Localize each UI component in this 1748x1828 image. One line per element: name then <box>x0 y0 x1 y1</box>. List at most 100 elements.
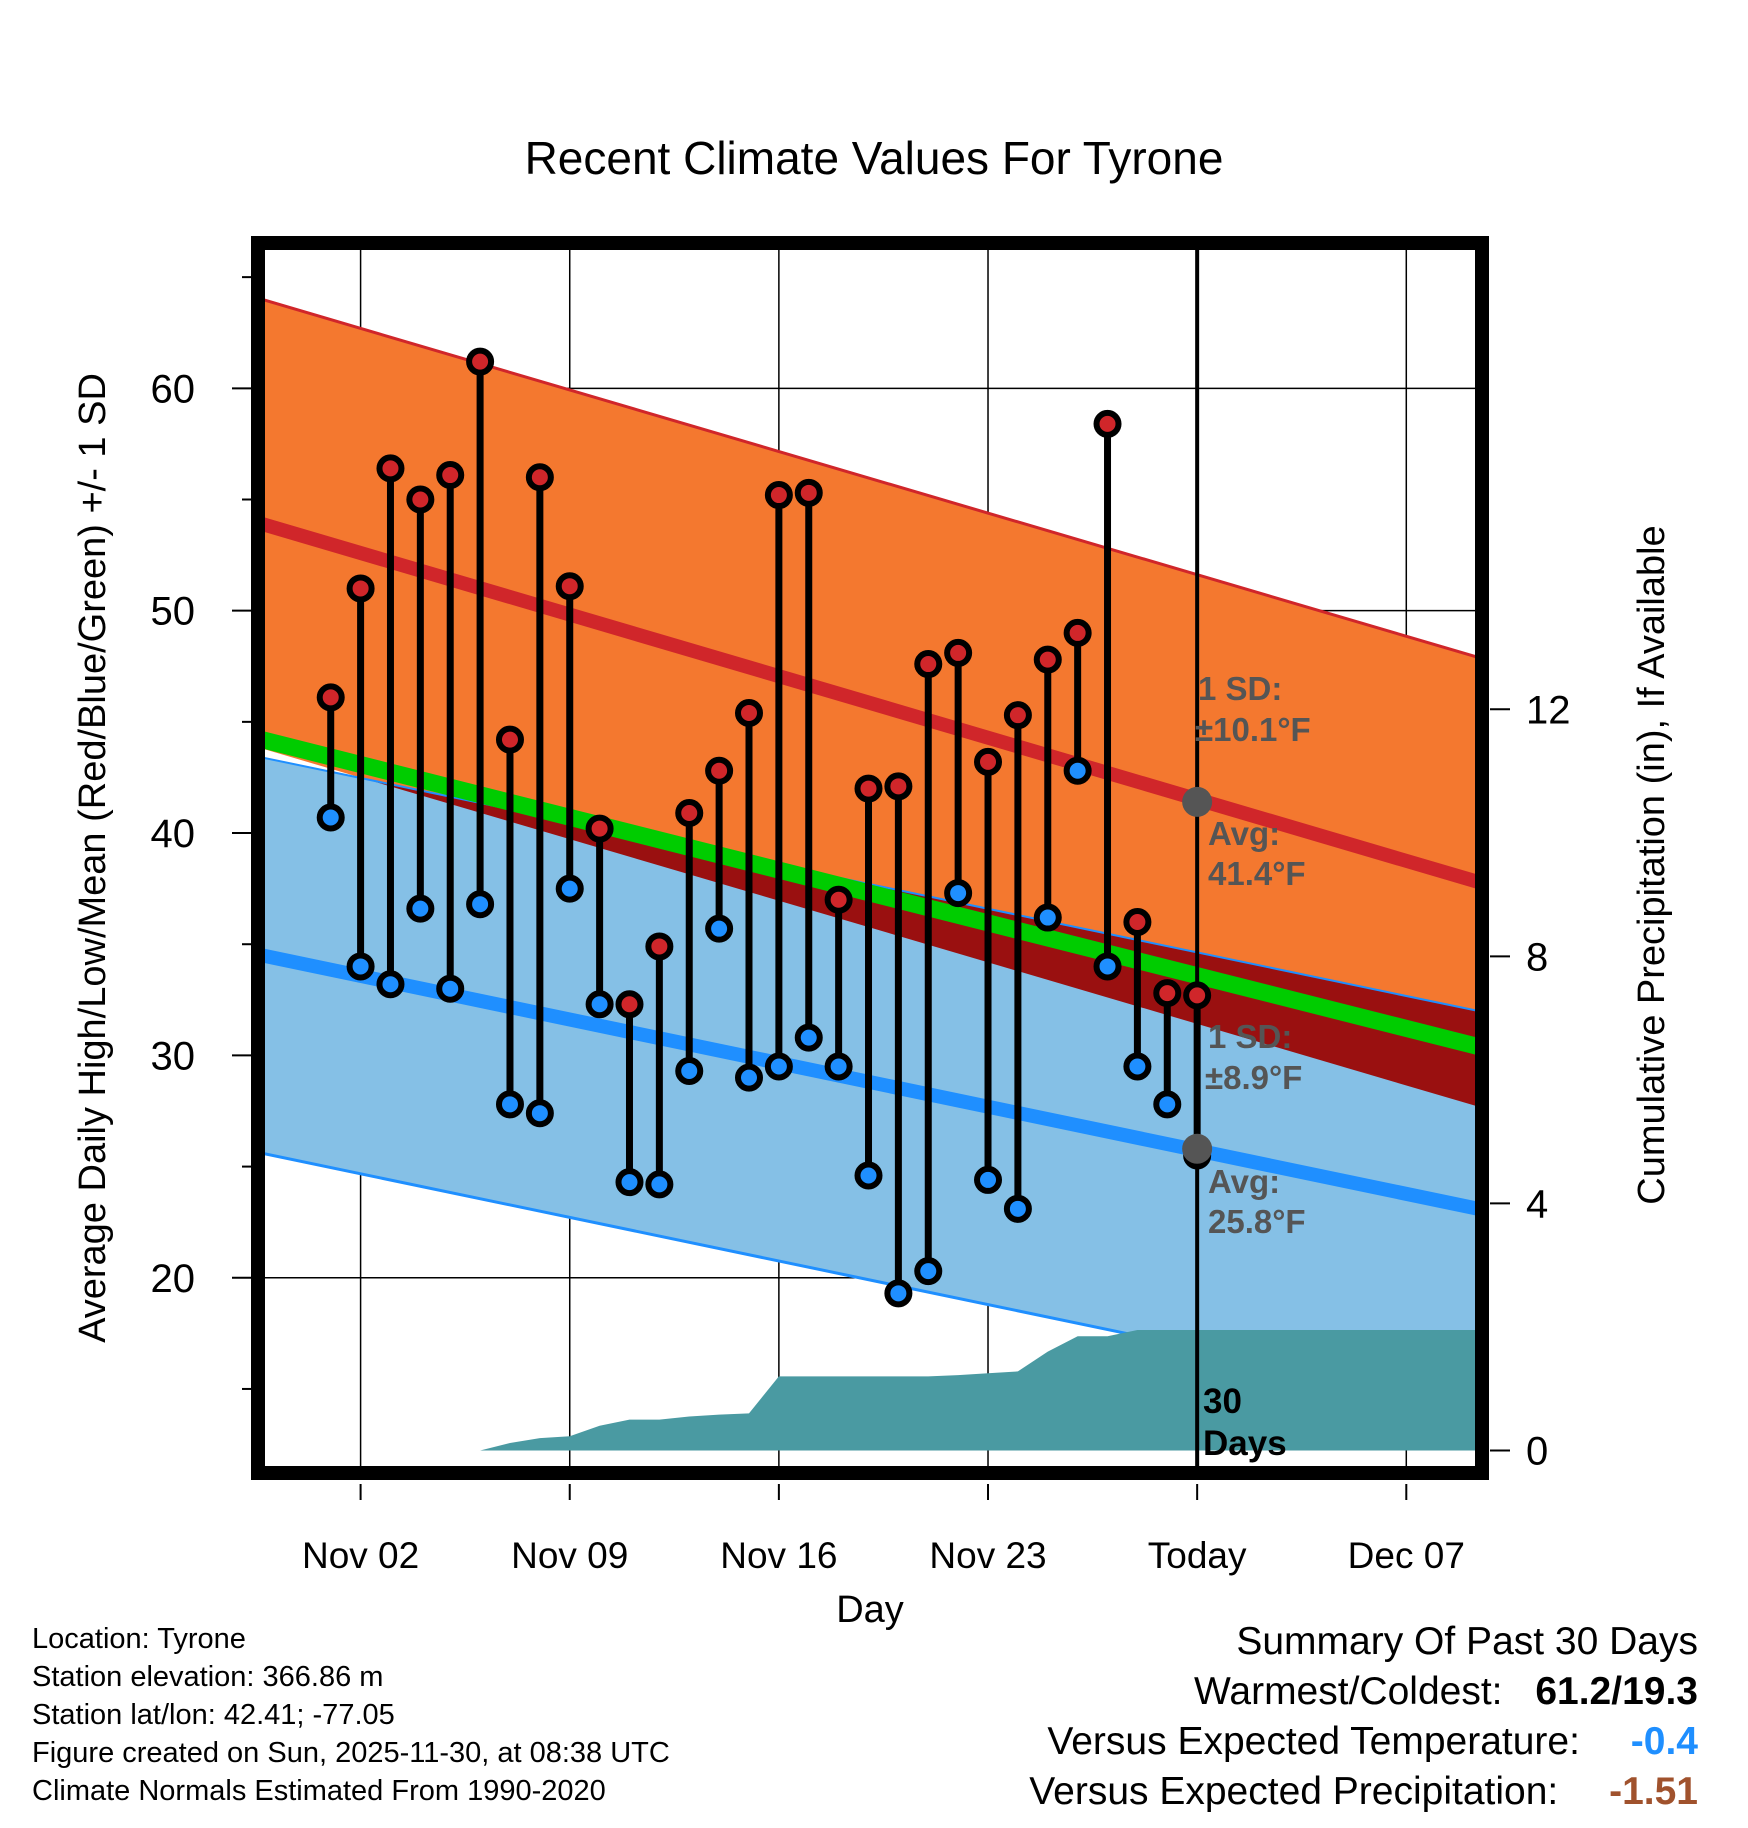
obs-low-point <box>406 894 435 923</box>
x-tick-label: Nov 09 <box>511 1535 628 1576</box>
obs-low-point <box>884 1279 913 1308</box>
obs-high-point <box>316 683 345 712</box>
normals-text: Climate Normals Estimated From 1990-2020 <box>32 1775 606 1807</box>
summary-panel: Summary Of Past 30 Days Warmest/Coldest:… <box>1029 1617 1698 1817</box>
created-text: Figure created on Sun, 2025-11-30, at 08… <box>32 1737 670 1769</box>
overlap-band <box>365 779 1478 1107</box>
obs-low-point <box>1123 1052 1152 1081</box>
obs-low-point <box>1003 1194 1032 1223</box>
summary-temp: Versus Expected Temperature: -0.4 <box>1029 1717 1698 1767</box>
y2-tick-label: 0 <box>1526 1429 1548 1473</box>
obs-low-point <box>734 1063 763 1092</box>
precip-value: -1.51 <box>1609 1770 1698 1813</box>
obs-high-point <box>1003 701 1032 730</box>
precip-cumulative-area <box>330 1330 1478 1451</box>
low-sd-label-2: ±8.9°F <box>1205 1059 1302 1096</box>
obs-low-point <box>525 1099 554 1128</box>
obs-high-point <box>794 478 823 507</box>
obs-high-point <box>854 774 883 803</box>
obs-low-point <box>1063 756 1092 785</box>
obs-low-point <box>555 874 584 903</box>
obs-low-point <box>316 803 345 832</box>
summary-title: Summary Of Past 30 Days <box>1236 1620 1698 1663</box>
x-tick-label: Today <box>1148 1535 1247 1576</box>
obs-low-point <box>705 914 734 943</box>
obs-high-point <box>764 481 793 510</box>
obs-high-point <box>466 347 495 376</box>
obs-low-point <box>466 890 495 919</box>
obs-high-point <box>615 990 644 1019</box>
obs-high-point <box>1063 618 1092 647</box>
obs-high-point <box>705 756 734 785</box>
obs-high-point <box>675 799 704 828</box>
latlon-text: Station lat/lon: 42.41; -77.05 <box>32 1699 395 1731</box>
obs-high-point <box>645 932 674 961</box>
obs-high-point <box>1153 979 1182 1008</box>
y-tick-label: 60 <box>151 367 196 411</box>
obs-high-point <box>734 698 763 727</box>
obs-low-point <box>346 952 375 981</box>
obs-low-point <box>585 990 614 1019</box>
x-tick-label: Nov 02 <box>302 1535 419 1576</box>
precipitation-area <box>330 1330 1478 1451</box>
obs-high-point <box>346 574 375 603</box>
obs-low-point <box>854 1161 883 1190</box>
low-sd-label-1: 1 SD: <box>1208 1018 1292 1055</box>
y2-tick-label: 4 <box>1526 1182 1548 1226</box>
obs-high-point <box>914 650 943 679</box>
obs-low-point <box>914 1257 943 1286</box>
obs-high-point <box>436 461 465 490</box>
climate-chart: Recent Climate Values For Tyrone 1 SD: ±1… <box>72 132 1673 1631</box>
x-tick-label: Nov 23 <box>929 1535 1046 1576</box>
obs-high-point <box>1123 907 1152 936</box>
obs-low-point <box>1093 952 1122 981</box>
obs-high-point <box>1093 409 1122 438</box>
high-avg-label-2: 41.4°F <box>1208 855 1306 892</box>
summary-warm-cold: Warmest/Coldest: 61.2/19.3 <box>1029 1667 1698 1717</box>
y-tick-label: 40 <box>151 812 196 856</box>
summary-precip: Versus Expected Precipitation: -1.51 <box>1029 1767 1698 1817</box>
y2-axis-label: Cumulative Precipitation (in), If Availa… <box>1631 525 1673 1204</box>
x-tick-label: Dec 07 <box>1348 1535 1465 1576</box>
y2-tick-label: 12 <box>1526 688 1571 732</box>
obs-high-point <box>974 747 1003 776</box>
low-avg-label-2: 25.8°F <box>1208 1203 1306 1240</box>
station-info: Location: Tyrone Station elevation: 366.… <box>32 1620 670 1810</box>
x-axis-label: Day <box>836 1589 904 1631</box>
low-avg-label-1: Avg: <box>1208 1163 1280 1200</box>
high-sd-label-2: ±10.1°F <box>1195 711 1311 748</box>
observations <box>316 347 1212 1308</box>
temp-value: -0.4 <box>1630 1720 1698 1763</box>
chart-title: Recent Climate Values For Tyrone <box>525 132 1224 184</box>
obs-low-point <box>495 1090 524 1119</box>
y-axis-label: Average Daily High/Low/Mean (Red/Blue/Gr… <box>72 373 114 1343</box>
obs-high-point <box>944 638 973 667</box>
low-avg-marker <box>1182 1133 1213 1164</box>
y-tick-label: 30 <box>151 1034 196 1078</box>
y-tick-label: 20 <box>151 1257 196 1301</box>
plot-frame <box>251 236 1489 1480</box>
obs-high-point <box>495 725 524 754</box>
obs-low-point <box>1033 903 1062 932</box>
obs-high-point <box>525 463 554 492</box>
y2-tick-label: 8 <box>1526 935 1548 979</box>
obs-low-point <box>944 879 973 908</box>
obs-low-point <box>824 1052 853 1081</box>
obs-low-point <box>615 1168 644 1197</box>
location-text: Location: Tyrone <box>32 1623 246 1655</box>
high-sd-label-1: 1 SD: <box>1198 670 1282 707</box>
x-tick-label: Nov 16 <box>720 1535 837 1576</box>
obs-low-point <box>1153 1090 1182 1119</box>
obs-high-point <box>376 454 405 483</box>
high-upper-line <box>262 297 1478 659</box>
obs-low-point <box>376 970 405 999</box>
obs-high-point <box>585 814 614 843</box>
high-normal-line <box>262 517 1478 889</box>
obs-low-point <box>974 1165 1003 1194</box>
obs-high-point <box>884 772 913 801</box>
obs-low-point <box>675 1056 704 1085</box>
obs-high-point <box>824 885 853 914</box>
elevation-text: Station elevation: 366.86 m <box>32 1661 384 1693</box>
